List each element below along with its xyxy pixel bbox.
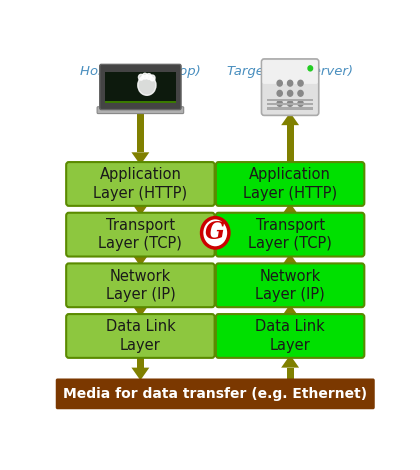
Text: Application
Layer (HTTP): Application Layer (HTTP) <box>93 167 187 201</box>
FancyBboxPatch shape <box>216 314 364 358</box>
Bar <box>137 355 144 368</box>
FancyBboxPatch shape <box>56 378 375 409</box>
Bar <box>268 108 313 110</box>
Circle shape <box>138 75 156 95</box>
FancyBboxPatch shape <box>216 263 364 307</box>
FancyBboxPatch shape <box>66 213 215 257</box>
Circle shape <box>308 66 312 71</box>
Bar <box>105 71 176 103</box>
Bar <box>105 101 176 103</box>
Bar <box>268 103 313 105</box>
Circle shape <box>277 80 282 86</box>
Text: Data Link
Layer: Data Link Layer <box>105 319 175 353</box>
Circle shape <box>277 101 282 106</box>
Bar <box>286 368 294 380</box>
FancyBboxPatch shape <box>66 263 215 307</box>
Circle shape <box>298 101 303 106</box>
Polygon shape <box>131 203 150 216</box>
Polygon shape <box>281 203 299 216</box>
Bar <box>137 112 144 152</box>
Polygon shape <box>281 112 299 125</box>
Circle shape <box>298 80 303 86</box>
FancyBboxPatch shape <box>262 59 319 116</box>
Polygon shape <box>131 304 150 317</box>
Bar <box>286 125 294 165</box>
Circle shape <box>288 80 293 86</box>
FancyBboxPatch shape <box>100 64 181 110</box>
Polygon shape <box>281 355 299 368</box>
Text: Application
Layer (HTTP): Application Layer (HTTP) <box>243 167 337 201</box>
Circle shape <box>288 90 293 96</box>
Text: Media for data transfer (e.g. Ethernet): Media for data transfer (e.g. Ethernet) <box>63 387 368 401</box>
Text: Network
Layer (IP): Network Layer (IP) <box>105 268 175 302</box>
Circle shape <box>150 75 155 81</box>
Circle shape <box>298 90 303 96</box>
Circle shape <box>139 74 144 80</box>
Circle shape <box>142 73 147 79</box>
FancyBboxPatch shape <box>216 162 364 206</box>
Bar <box>268 99 313 101</box>
Circle shape <box>277 90 282 96</box>
Text: G: G <box>205 220 225 244</box>
Polygon shape <box>281 304 299 317</box>
Text: Target (webserver): Target (webserver) <box>227 65 353 78</box>
Circle shape <box>202 218 229 248</box>
FancyBboxPatch shape <box>97 107 184 114</box>
Text: Network
Layer (IP): Network Layer (IP) <box>255 268 325 302</box>
Text: Host (your laptop): Host (your laptop) <box>80 65 201 78</box>
Polygon shape <box>131 254 150 266</box>
Polygon shape <box>131 368 150 380</box>
FancyBboxPatch shape <box>262 60 318 84</box>
Text: Transport
Layer (TCP): Transport Layer (TCP) <box>98 218 182 251</box>
FancyBboxPatch shape <box>66 162 215 206</box>
Polygon shape <box>131 152 150 165</box>
Circle shape <box>288 101 293 106</box>
Text: Data Link
Layer: Data Link Layer <box>255 319 325 353</box>
FancyBboxPatch shape <box>216 213 364 257</box>
FancyBboxPatch shape <box>66 314 215 358</box>
Circle shape <box>146 74 152 79</box>
Text: Transport
Layer (TCP): Transport Layer (TCP) <box>248 218 332 251</box>
Polygon shape <box>281 254 299 266</box>
